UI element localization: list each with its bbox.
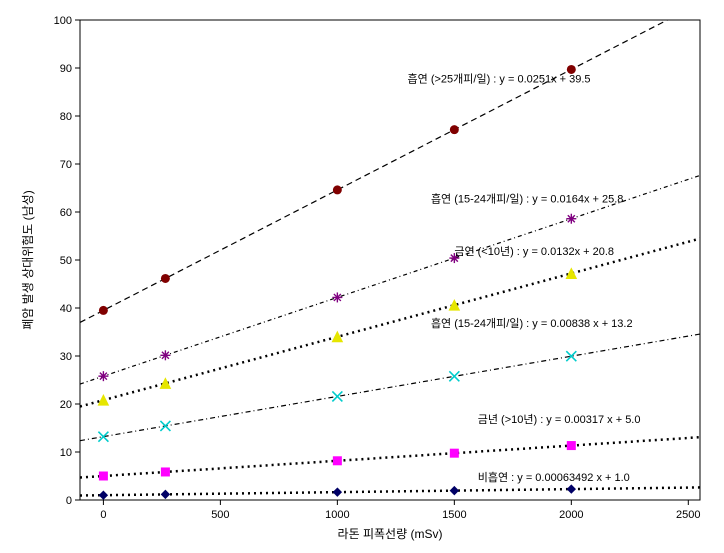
y-tick-label: 30 [60,351,72,363]
series-annotation: 흡연 (>25개피/일) : y = 0.0251x + 39.5 [408,71,591,85]
y-tick-label: 60 [60,207,72,219]
chart-container: 0 500 1000 1500 2000 2500 0 10 20 30 40 50 60 70 80 90 1… [0,0,724,553]
y-tick-label: 10 [60,447,72,459]
series-annotation: 흡연 (15-24개피/일) : y = 0.0164x + 25.8 [431,191,623,205]
x-tick-label: 2000 [559,509,583,521]
x-tick-label: 1500 [442,509,466,521]
series-annotation: 흡연 (15-24개피/일) : y = 0.00838 x + 13.2 [431,316,633,330]
x-tick-label: 500 [211,509,229,521]
x-tick-label: 1000 [325,509,349,521]
series-annotation: 금년 (>10년) : y = 0.00317 x + 5.0 [478,413,641,426]
y-tick-label: 100 [54,15,72,27]
y-tick-label: 80 [60,111,72,123]
y-tick-label: 70 [60,159,72,171]
series-annotation: 금연 (<10년) : y = 0.0132x + 20.8 [454,245,614,258]
series-annotation: 비흡연 : y = 0.00063492 x + 1.0 [478,470,630,484]
y-axis-title: 폐암 발생 상대위험도 (남성) [21,190,35,329]
y-tick-label: 20 [60,399,72,411]
line-chart: 0 500 1000 1500 2000 2500 0 10 20 30 40 50 60 70 80 90 1… [0,0,724,553]
x-axis-title: 라돈 피폭선량 (mSv) [338,527,443,541]
y-tick-label: 50 [60,255,72,267]
y-tick-label: 40 [60,303,72,315]
y-tick-label: 0 [66,495,72,507]
x-tick-label: 2500 [676,509,700,521]
y-tick-label: 90 [60,63,72,75]
x-tick-label: 0 [100,509,106,521]
